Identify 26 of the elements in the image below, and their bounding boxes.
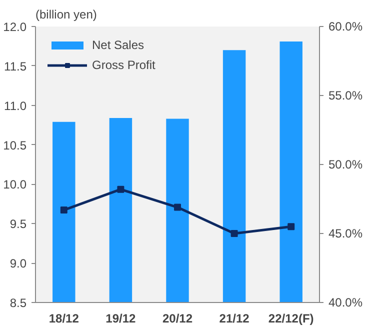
- point: [288, 223, 295, 230]
- point: [60, 206, 68, 214]
- legend-label: Gross Profit: [92, 58, 156, 72]
- y-tick-label: 10.5: [3, 138, 27, 152]
- y-tick-label: 9.0: [10, 256, 27, 271]
- y-tick-label: 9.5: [10, 217, 27, 232]
- x-tick-label: 21/12: [219, 312, 250, 326]
- y2-tick-label: 55.0%: [328, 88, 363, 102]
- y-axis-title: (billion yen): [36, 8, 97, 22]
- point: [230, 230, 238, 237]
- x-tick-label: 18/12: [48, 312, 80, 326]
- y-tick-label: 12.0: [3, 20, 27, 34]
- y-tick-label: 8.5: [10, 296, 27, 310]
- point: [174, 204, 181, 211]
- x-tick-label: 19/12: [106, 312, 136, 326]
- y2-tick-label: 40.0%: [328, 296, 363, 310]
- y-tick-label: 11.5: [4, 59, 27, 74]
- point: [117, 186, 124, 193]
- y2-tick-label: 45.0%: [328, 226, 363, 240]
- legend-label: Net Sales: [92, 38, 144, 52]
- y-tick-label: 11.0: [4, 98, 27, 113]
- x-tick-label: 22/12(F): [268, 312, 314, 326]
- y2-tick-label: 50.0%: [328, 158, 363, 172]
- y2-tick-label: 60.0%: [328, 20, 363, 34]
- x-tick-label: 20/12: [162, 312, 193, 326]
- y-tick-label: 10.0: [3, 178, 27, 192]
